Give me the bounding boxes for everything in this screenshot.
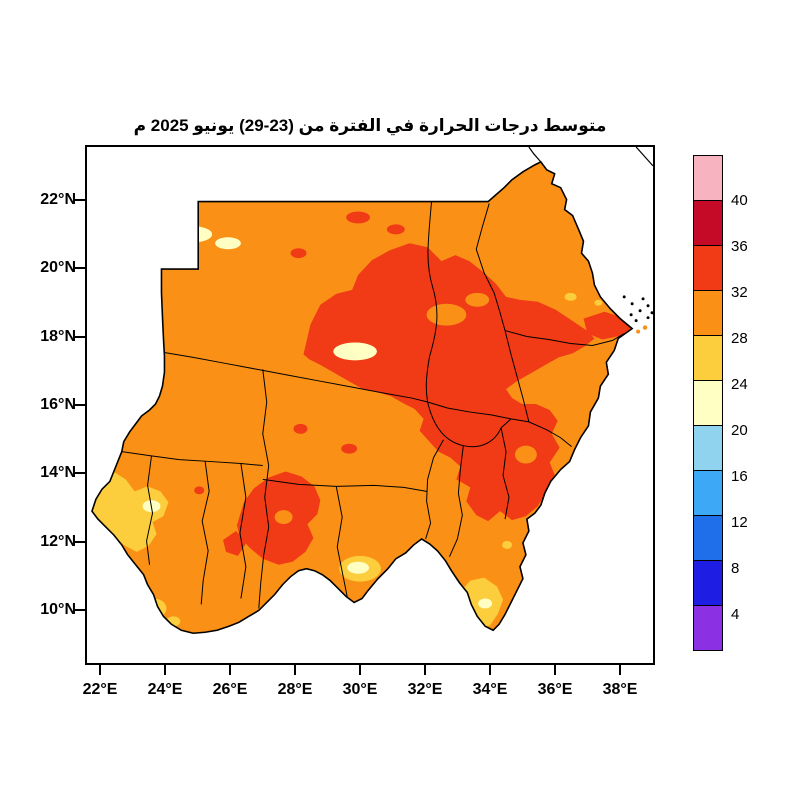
y-tick (75, 541, 85, 543)
colorbar-label: 24 (731, 376, 748, 393)
colorbar-segment-below-4 (693, 605, 723, 651)
cool-core-20-24 (333, 342, 377, 361)
colorbar-label: 40 (731, 192, 748, 209)
mild-spot (564, 292, 577, 301)
colorbar-segment-20-24 (693, 380, 723, 426)
colorbar-label: 8 (731, 560, 740, 577)
x-axis-label: 30°E (342, 681, 378, 698)
x-tick (229, 665, 231, 675)
hot-spot (386, 224, 405, 235)
y-tick (75, 404, 85, 406)
y-tick (75, 336, 85, 338)
colorbar-label: 4 (731, 606, 740, 623)
x-tick (99, 665, 101, 675)
mild-spot (594, 299, 603, 306)
colorbar-segment-16-20 (693, 425, 723, 471)
y-axis-label: 14°N (40, 464, 76, 481)
x-axis-label: 22°E (82, 681, 118, 698)
y-tick (75, 267, 85, 269)
mild-spot (316, 591, 329, 602)
orange-hole (465, 292, 490, 307)
colorbar-segment-12-16 (693, 470, 723, 516)
coastal-orange-specks (636, 325, 648, 334)
colorbar-label: 16 (731, 468, 748, 485)
x-tick (424, 665, 426, 675)
x-axis-label: 38°E (602, 681, 638, 698)
y-axis-label: 20°N (40, 259, 76, 276)
hot-spot (290, 248, 307, 259)
colorbar-label: 20 (731, 422, 748, 439)
x-tick (489, 665, 491, 675)
hot-spot (194, 486, 205, 495)
y-tick (75, 609, 85, 611)
y-axis-label: 10°N (40, 601, 76, 618)
colorbar-segment-32-36 (693, 245, 723, 291)
y-axis-label: 16°N (40, 396, 76, 413)
egypt-coastline (528, 147, 542, 163)
coastal-specks (622, 295, 653, 323)
colorbar-label: 32 (731, 284, 748, 301)
orange-hole (426, 303, 467, 326)
x-axis-label: 36°E (537, 681, 573, 698)
y-tick (75, 199, 85, 201)
colorbar-segment-28-32 (693, 290, 723, 336)
colorbar-segment-24-28 (693, 335, 723, 381)
x-tick (554, 665, 556, 675)
colorbar-label: 28 (731, 330, 748, 347)
temperature-colorbar (693, 155, 723, 651)
state-boundaries (121, 201, 625, 609)
y-axis-label: 18°N (40, 328, 76, 345)
corner-coastline (635, 147, 653, 167)
hot-spot (293, 423, 308, 434)
y-axis-label: 12°N (40, 533, 76, 550)
x-tick (294, 665, 296, 675)
hot-spot (341, 443, 358, 454)
y-tick (75, 472, 85, 474)
x-tick (359, 665, 361, 675)
x-tick (619, 665, 621, 675)
hot-spot (346, 211, 370, 224)
cool-core-20-24 (478, 598, 493, 609)
colorbar-label: 36 (731, 238, 748, 255)
map-title: متوسط درجات الحرارة في الفترة من (23-29)… (133, 116, 607, 135)
cool-core-20-24 (347, 561, 370, 574)
colorbar-label: 12 (731, 514, 748, 531)
x-tick (164, 665, 166, 675)
x-axis-label: 24°E (147, 681, 183, 698)
map-plot-area (85, 145, 655, 665)
x-axis-label: 34°E (472, 681, 508, 698)
x-axis-label: 32°E (407, 681, 443, 698)
colorbar-segment-4-8 (693, 560, 723, 606)
orange-hole (274, 510, 293, 525)
x-axis-label: 26°E (212, 681, 248, 698)
cool-core-20-24 (176, 226, 213, 243)
sudan-temperature-map (91, 147, 653, 635)
y-axis-label: 22°N (40, 191, 76, 208)
cool-core-20-24 (215, 237, 241, 250)
orange-hole (514, 445, 537, 464)
colorbar-segment-above-40 (693, 155, 723, 201)
colorbar-segment-36-40 (693, 200, 723, 246)
x-axis-label: 28°E (277, 681, 313, 698)
mild-spot (502, 540, 512, 549)
colorbar-segment-8-12 (693, 515, 723, 561)
